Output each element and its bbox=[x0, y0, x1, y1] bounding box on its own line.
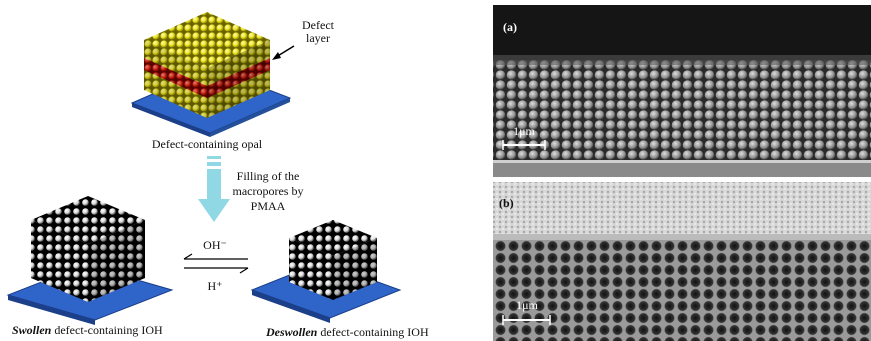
opal-schematic bbox=[132, 12, 290, 137]
process-label: macropores by bbox=[233, 184, 304, 198]
pointer-arrowhead bbox=[272, 52, 281, 60]
process-label: Filling of the bbox=[237, 169, 300, 183]
panel-label: (b) bbox=[499, 196, 514, 210]
caption-rest: defect-containing IOH bbox=[51, 323, 163, 337]
reverse-reagent: H⁺ bbox=[208, 279, 223, 293]
caption-emphasis: Swollen bbox=[12, 323, 52, 337]
defect-label: Defect bbox=[302, 18, 335, 32]
micrograph-b bbox=[493, 182, 871, 341]
forward-reagent: OH⁻ bbox=[203, 238, 227, 252]
swollen-caption: Swollen defect-containing IOH bbox=[12, 323, 163, 337]
deswollen-caption: Deswollen defect-containing IOH bbox=[265, 325, 429, 339]
opal-caption: Defect-containing opal bbox=[152, 137, 263, 151]
process-label: PMAA bbox=[251, 199, 286, 213]
scale-bar-label: 1μm bbox=[513, 124, 535, 138]
scale-bar-label: 1μm bbox=[516, 298, 538, 312]
caption-emphasis: Deswollen bbox=[265, 325, 318, 339]
process-arrow bbox=[198, 156, 230, 222]
swollen-schematic bbox=[8, 196, 172, 325]
defect-label: layer bbox=[306, 31, 330, 45]
micrograph-a bbox=[493, 5, 871, 177]
panel-label: (a) bbox=[503, 20, 517, 34]
caption-rest: defect-containing IOH bbox=[317, 325, 429, 339]
figure: Defect layer Defect-containing opal Fill… bbox=[0, 0, 871, 341]
equilibrium-arrows bbox=[184, 254, 248, 273]
deswollen-schematic bbox=[252, 220, 400, 323]
